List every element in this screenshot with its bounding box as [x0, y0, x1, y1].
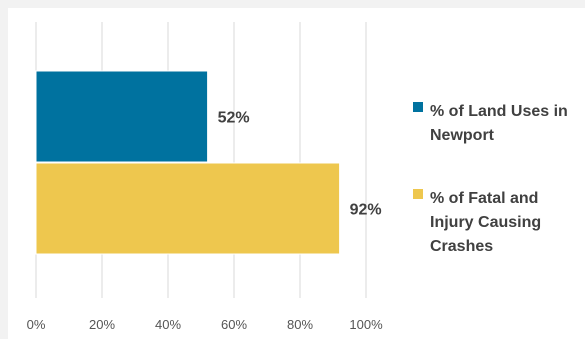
legend-entry-2-line-3: Crashes	[430, 238, 493, 255]
x-axis-ticks: 0% 20% 40% 60% 80% 100%	[27, 317, 383, 332]
bar-1	[35, 70, 209, 163]
legend-swatch-2	[413, 189, 423, 199]
legend: % of Land Uses in Newport % of Fatal and In…	[413, 102, 568, 255]
x-tick-label-80: 80%	[287, 317, 313, 332]
x-tick-label-40: 40%	[155, 317, 181, 332]
x-tick-label-0: 0%	[27, 317, 46, 332]
legend-entry-2-line-1: % of Fatal and	[430, 190, 538, 207]
bar-2	[35, 162, 341, 255]
x-tick-label-60: 60%	[221, 317, 247, 332]
data-labels: 52% 92%	[218, 110, 382, 219]
legend-entry-1-line-2: Newport	[430, 127, 495, 144]
x-tick-label-100: 100%	[349, 317, 383, 332]
data-label-2: 92%	[350, 202, 382, 219]
legend-swatch-1	[413, 102, 423, 112]
legend-entry-2-line-2: Injury Causing	[430, 214, 541, 231]
x-tick-label-20: 20%	[89, 317, 115, 332]
legend-entry-1-line-1: % of Land Uses in	[430, 103, 568, 120]
bars	[35, 70, 341, 255]
data-label-1: 52%	[218, 110, 250, 127]
